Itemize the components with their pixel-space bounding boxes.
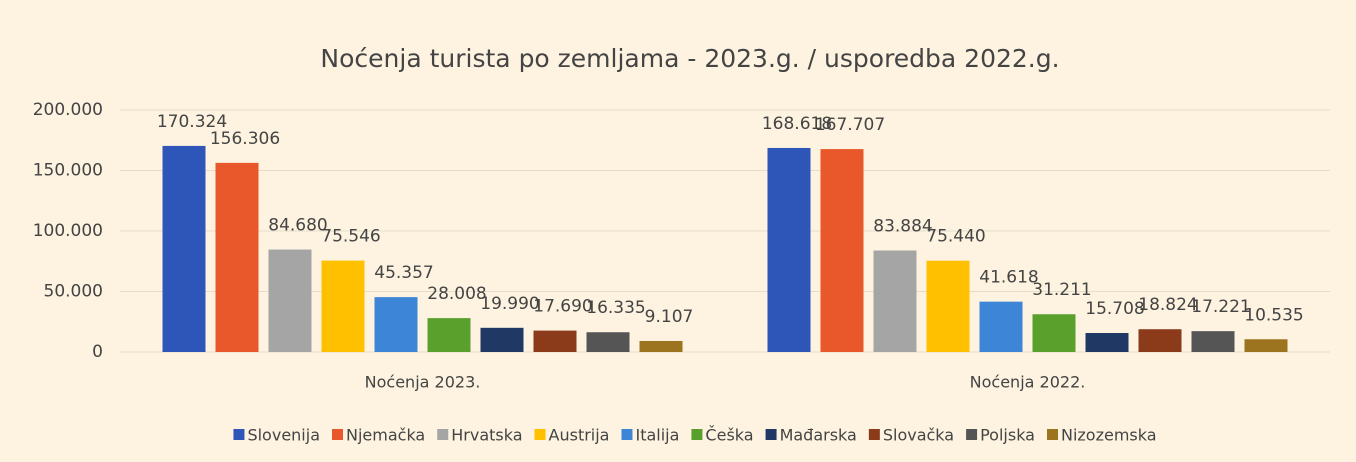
legend-swatch (1046, 429, 1058, 440)
bar (321, 260, 365, 352)
data-label: 41.618 (979, 268, 1038, 288)
bar (480, 327, 524, 352)
bar (1244, 339, 1288, 352)
legend-label: Njemačka (346, 426, 425, 445)
bar (767, 147, 811, 352)
data-label: 75.546 (321, 227, 380, 247)
bar (639, 340, 683, 352)
data-label: 10.535 (1244, 305, 1303, 325)
x-tick-label: Noćenja 2022. (970, 373, 1086, 392)
legend-label: Poljska (980, 426, 1035, 445)
legend-label: Italija (635, 426, 679, 445)
data-label: 19.990 (480, 294, 539, 314)
legend: Slovenija Njemačka Hrvatska Austrija Italija… (233, 426, 1157, 445)
data-label: 170.324 (157, 112, 227, 132)
data-label: 31.211 (1032, 280, 1091, 300)
data-label: 17.690 (533, 297, 592, 317)
bar (873, 250, 917, 352)
y-tick-label: 0 (92, 342, 103, 362)
bar (586, 332, 630, 352)
legend-swatch (691, 429, 703, 440)
legend-swatch (332, 429, 343, 440)
legend-swatch (437, 429, 449, 440)
data-label: 17.221 (1191, 297, 1250, 317)
bar (533, 330, 577, 352)
y-tick-label: 150.000 (33, 161, 103, 181)
bar (1191, 331, 1235, 352)
legend-label: Nizozemska (1061, 426, 1157, 445)
bar (926, 260, 970, 352)
data-label: 75.440 (926, 227, 985, 247)
legend-label: Austrija (549, 426, 610, 445)
legend-label: Hrvatska (451, 426, 522, 445)
data-label: 45.357 (374, 263, 433, 283)
y-tick-label: 100.000 (33, 221, 103, 241)
data-label: 16.335 (586, 298, 645, 318)
legend-swatch (966, 429, 978, 440)
data-label: 84.680 (268, 216, 327, 236)
legend-swatch (765, 429, 777, 440)
legend-swatch (621, 429, 633, 440)
legend-swatch (534, 429, 546, 440)
y-tick-label: 50.000 (44, 282, 103, 302)
legend-label: Češka (705, 426, 753, 445)
data-label: 28.008 (427, 284, 486, 304)
data-label: 9.107 (645, 307, 694, 327)
legend-label: Slovačka (883, 426, 954, 445)
bar (162, 145, 206, 352)
chart-title: Noćenja turista po zemljama - 2023.g. / … (320, 44, 1059, 73)
bar (1032, 314, 1076, 352)
bar (820, 149, 864, 352)
bar (1138, 329, 1182, 352)
data-label: 83.884 (873, 217, 932, 237)
data-label: 167.707 (815, 115, 885, 135)
legend-label: Mađarska (780, 426, 857, 445)
data-label: 156.306 (210, 129, 280, 149)
bar (979, 301, 1023, 352)
y-tick-label: 200.000 (33, 100, 103, 120)
bar (215, 162, 259, 352)
x-tick-label: Noćenja 2023. (365, 373, 481, 392)
bar (1085, 332, 1129, 352)
legend-swatch (233, 429, 245, 440)
legend-swatch (868, 429, 880, 440)
legend-label: Slovenija (247, 426, 320, 445)
data-label: 15.708 (1085, 299, 1144, 319)
bar (268, 249, 312, 352)
data-label: 168.618 (762, 114, 832, 134)
bar (374, 297, 418, 352)
data-label: 18.824 (1138, 295, 1197, 315)
bar (427, 318, 471, 352)
